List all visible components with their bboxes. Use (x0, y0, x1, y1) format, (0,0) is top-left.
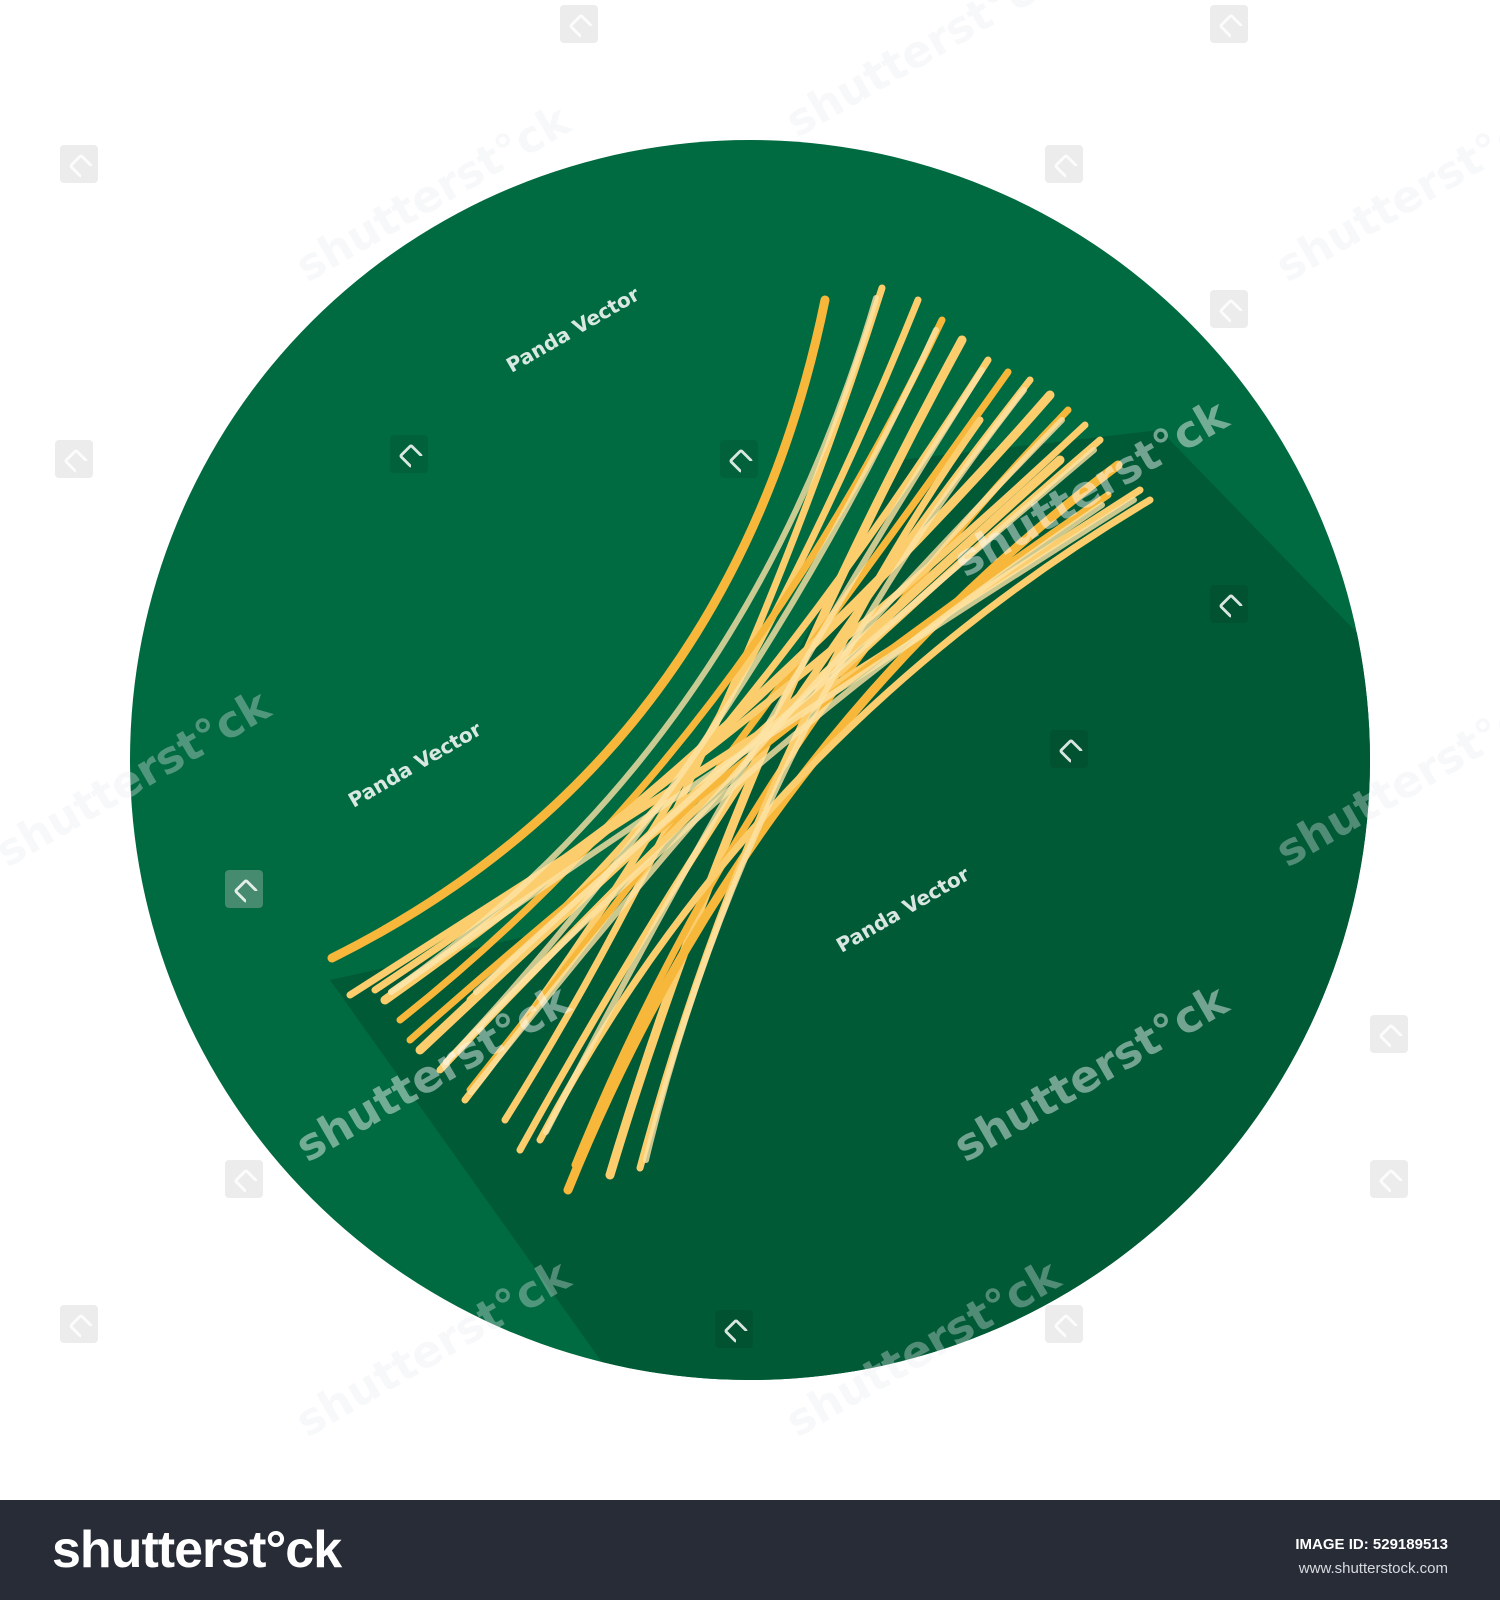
spaghetti-strand (327, 295, 830, 963)
spaghetti-strand-highlight (443, 502, 1105, 1065)
spaghetti-bundle-icon (327, 284, 1154, 1195)
spaghetti-strand (536, 496, 1154, 1144)
spaghetti-strand (516, 376, 1034, 1154)
spaghetti-strand (466, 368, 1012, 1094)
shutterstock-logo: shutterst°ck (52, 1521, 342, 1579)
footer-bar: shutterst°ck IMAGE ID: 529189513 www.shu… (0, 1500, 1500, 1600)
spaghetti-strand-highlight (473, 447, 1097, 995)
image-id-label: IMAGE ID: (1295, 1536, 1369, 1553)
spaghetti-strand-highlight (388, 497, 1137, 995)
spaghetti-strand-highlight (468, 417, 1065, 1095)
spaghetti-strand-highlight (443, 327, 939, 1065)
spaghetti-strand (371, 421, 1089, 994)
spaghetti-strand-highlight (388, 295, 879, 995)
spaghetti-strand-highlight (643, 387, 1027, 1163)
image-id: IMAGE ID: 529189513 (1295, 1536, 1448, 1553)
spaghetti-illustration (130, 140, 1370, 1380)
image-id-value: 529189513 (1372, 1536, 1448, 1553)
site-url: www.shutterstock.com (1298, 1560, 1448, 1577)
